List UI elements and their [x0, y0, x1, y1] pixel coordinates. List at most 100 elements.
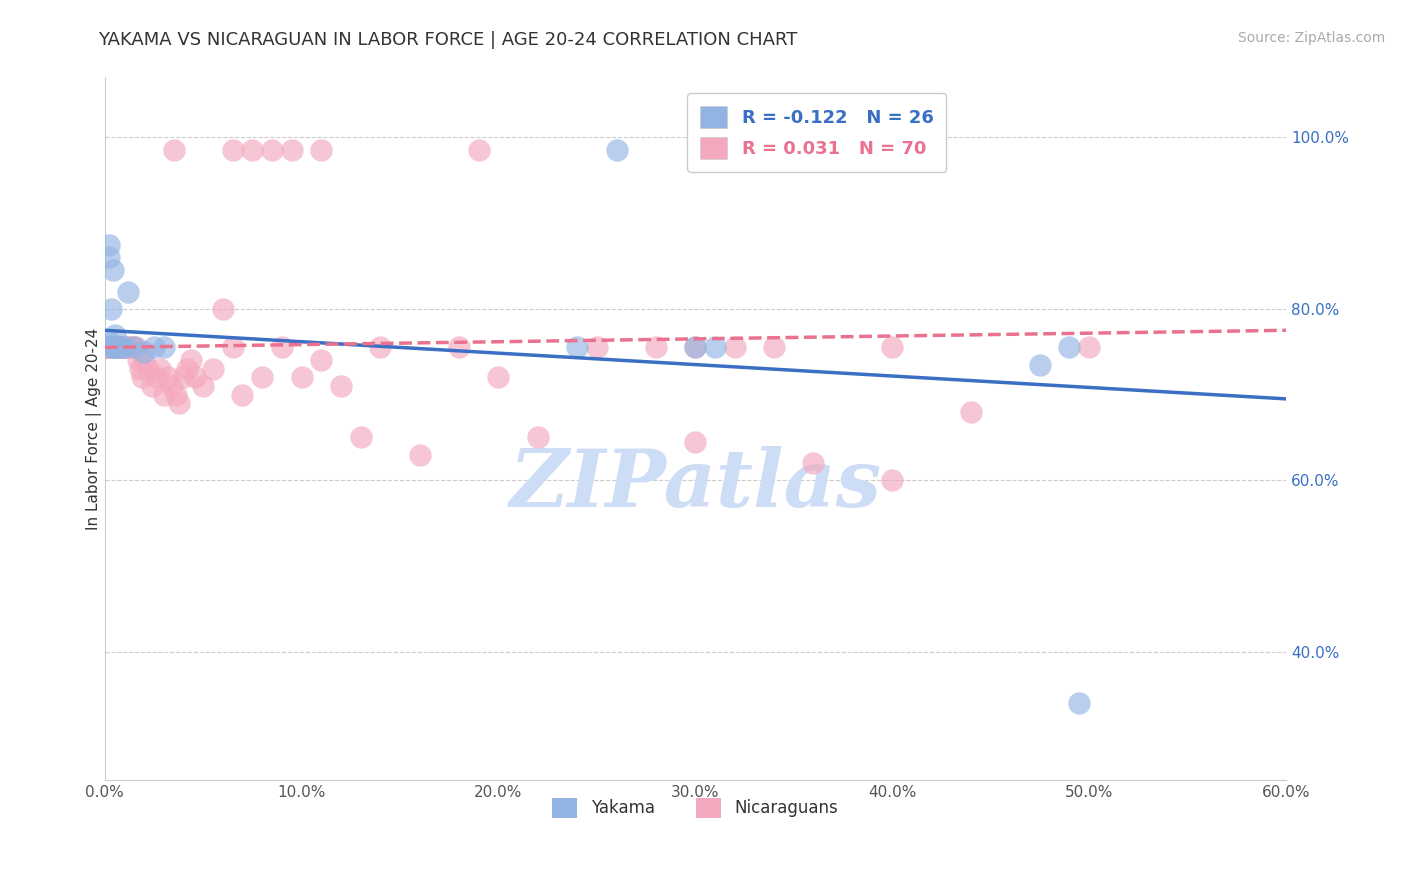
Point: [121, 341, 143, 355]
Point: [111, 341, 134, 355]
Point: [685, 341, 707, 355]
Point: [100, 341, 122, 355]
Point: [149, 362, 172, 376]
Point: [1029, 358, 1052, 372]
Point: [685, 434, 707, 449]
Point: [112, 341, 135, 355]
Point: [191, 379, 214, 393]
Text: ZIPatlas: ZIPatlas: [509, 446, 882, 524]
Legend: Yakama, Nicaraguans: Yakama, Nicaraguans: [546, 791, 845, 825]
Point: [803, 456, 825, 470]
Point: [122, 341, 145, 355]
Point: [176, 362, 198, 376]
Point: [960, 405, 983, 419]
Point: [105, 341, 128, 355]
Point: [180, 353, 202, 368]
Point: [260, 143, 283, 157]
Point: [704, 341, 727, 355]
Point: [117, 341, 139, 355]
Point: [96, 341, 118, 355]
Point: [132, 353, 155, 368]
Text: Source: ZipAtlas.com: Source: ZipAtlas.com: [1237, 31, 1385, 45]
Point: [882, 341, 904, 355]
Point: [101, 263, 124, 277]
Point: [97, 341, 120, 355]
Point: [103, 341, 125, 355]
Point: [131, 370, 153, 384]
Point: [250, 370, 273, 384]
Point: [110, 341, 132, 355]
Point: [368, 341, 391, 355]
Point: [408, 448, 430, 462]
Point: [882, 473, 904, 487]
Point: [586, 341, 609, 355]
Point: [1069, 696, 1091, 710]
Point: [280, 143, 302, 157]
Point: [111, 341, 134, 355]
Point: [141, 379, 163, 393]
Point: [111, 341, 134, 355]
Point: [96, 341, 118, 355]
Point: [105, 341, 128, 355]
Point: [103, 341, 125, 355]
Point: [112, 341, 135, 355]
Point: [763, 341, 786, 355]
Point: [105, 341, 128, 355]
Point: [290, 370, 312, 384]
Point: [488, 370, 510, 384]
Point: [329, 379, 352, 393]
Point: [97, 341, 120, 355]
Point: [117, 285, 139, 299]
Point: [100, 341, 122, 355]
Point: [645, 341, 668, 355]
Point: [221, 143, 243, 157]
Point: [231, 387, 253, 401]
Point: [127, 353, 149, 368]
Point: [107, 341, 129, 355]
Point: [567, 341, 589, 355]
Point: [120, 341, 142, 355]
Point: [100, 336, 122, 351]
Point: [201, 362, 224, 376]
Point: [129, 362, 152, 376]
Point: [136, 362, 159, 376]
Point: [122, 341, 145, 355]
Point: [211, 301, 233, 316]
Point: [145, 370, 167, 384]
Point: [172, 370, 194, 384]
Point: [142, 341, 165, 355]
Point: [160, 379, 183, 393]
Point: [270, 341, 292, 355]
Point: [169, 396, 191, 410]
Point: [132, 344, 155, 359]
Point: [97, 251, 120, 265]
Point: [101, 341, 124, 355]
Text: YAKAMA VS NICARAGUAN IN LABOR FORCE | AGE 20-24 CORRELATION CHART: YAKAMA VS NICARAGUAN IN LABOR FORCE | AG…: [98, 31, 797, 49]
Point: [221, 341, 243, 355]
Point: [309, 143, 332, 157]
Point: [156, 370, 179, 384]
Point: [125, 341, 148, 355]
Point: [105, 341, 128, 355]
Point: [107, 341, 129, 355]
Point: [240, 143, 263, 157]
Point: [349, 430, 371, 444]
Point: [110, 341, 132, 355]
Point: [101, 341, 124, 355]
Point: [309, 353, 332, 368]
Point: [449, 341, 471, 355]
Point: [100, 341, 122, 355]
Point: [152, 341, 174, 355]
Point: [1059, 341, 1081, 355]
Point: [468, 143, 491, 157]
Point: [110, 341, 132, 355]
Point: [184, 370, 207, 384]
Point: [97, 237, 120, 252]
Point: [162, 143, 184, 157]
Point: [606, 143, 628, 157]
Point: [112, 341, 135, 355]
Point: [103, 327, 125, 342]
Point: [527, 430, 550, 444]
Point: [107, 341, 129, 355]
Point: [103, 341, 125, 355]
